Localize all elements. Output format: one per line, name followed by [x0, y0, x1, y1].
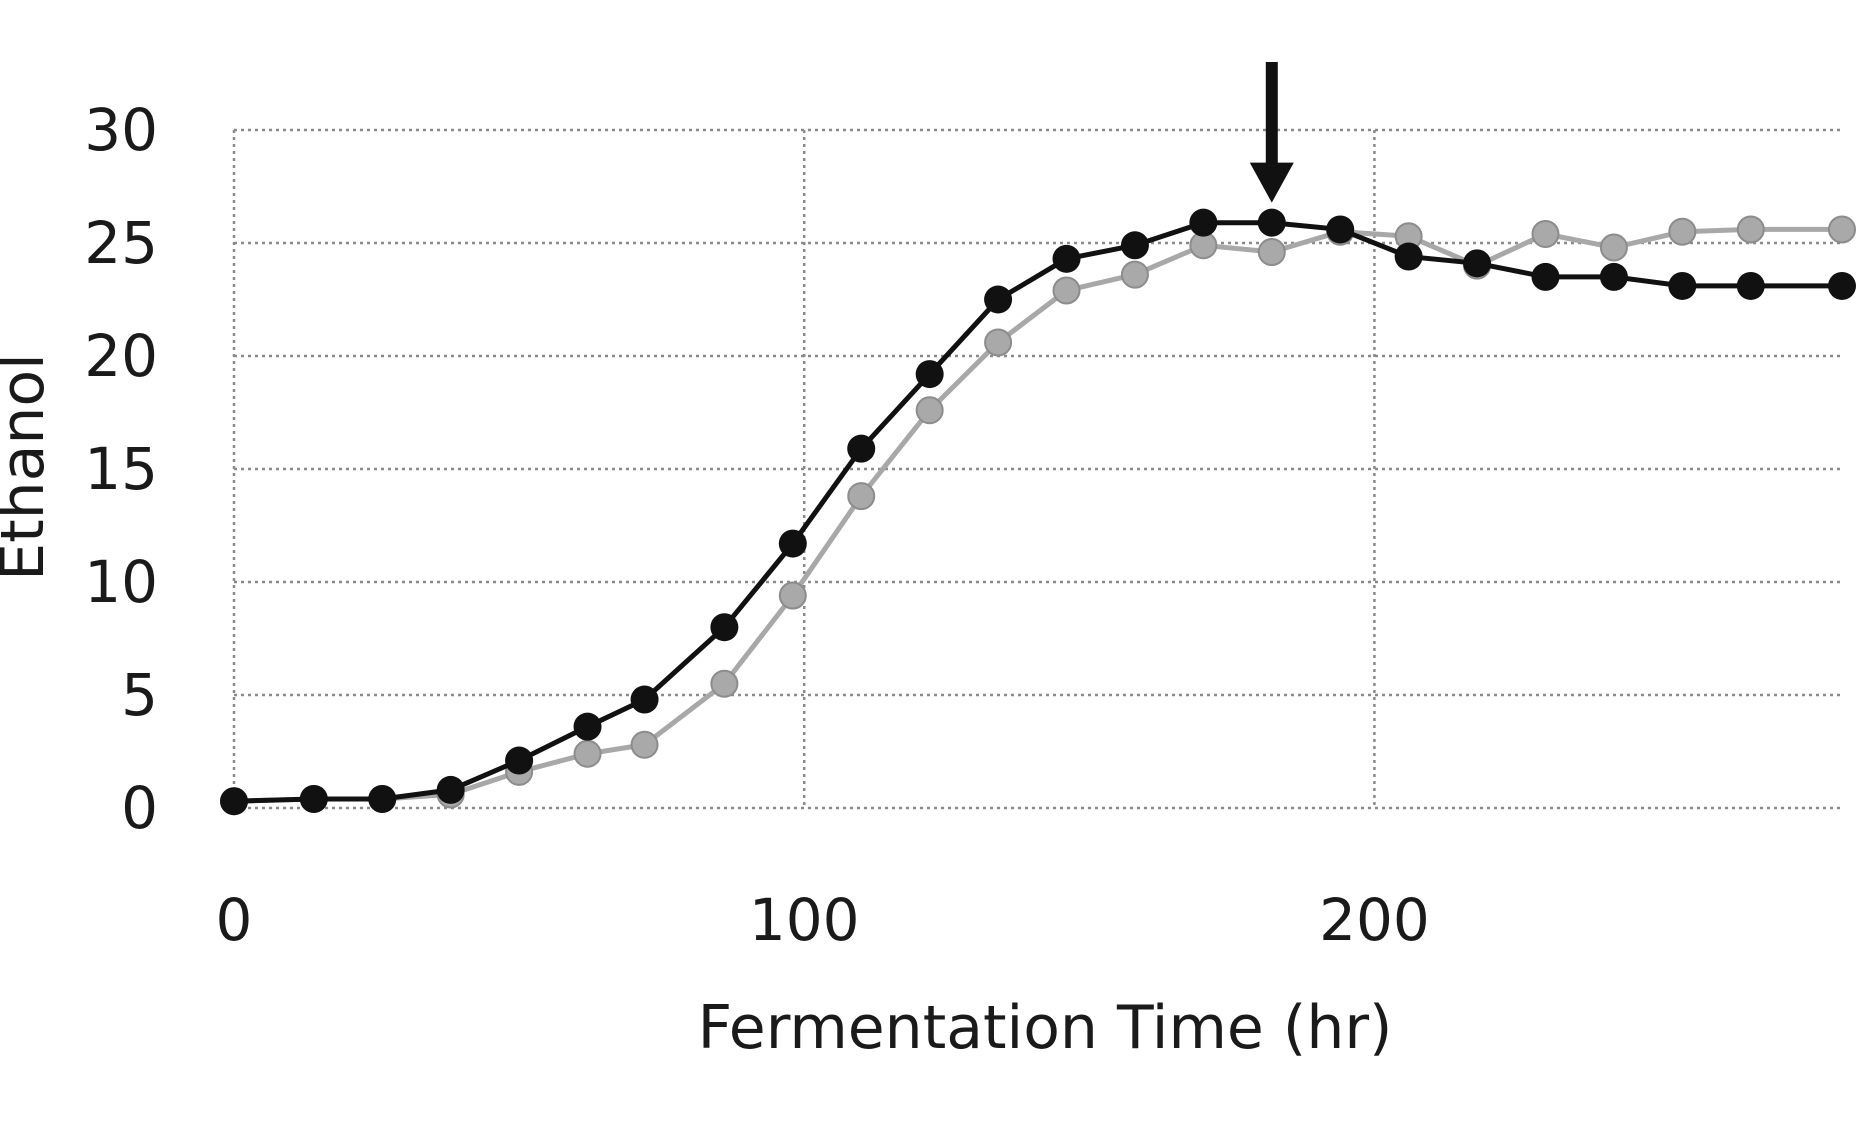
y-tick-label: 20 — [84, 322, 158, 390]
data-point-black — [1052, 244, 1081, 273]
data-point-black — [1394, 242, 1423, 271]
x-tick-labels: 0 100 200 — [216, 886, 1430, 954]
x-axis-label: Fermentation Time (hr) — [698, 993, 1393, 1063]
data-point-black — [847, 434, 876, 463]
data-point-gray — [1257, 238, 1286, 267]
data-point-gray — [630, 730, 659, 759]
data-point-black — [984, 285, 1013, 314]
data-point-black — [1828, 271, 1856, 300]
data-point-gray — [1599, 233, 1628, 262]
data-point-black — [505, 746, 534, 775]
x-tick-label: 0 — [216, 886, 253, 954]
data-point-gray — [1531, 219, 1560, 248]
data-point-black — [573, 712, 602, 741]
data-point-black — [436, 775, 465, 804]
data-point-black — [220, 787, 248, 816]
data-point-gray — [1828, 215, 1856, 244]
y-tick-label: 10 — [84, 548, 158, 616]
data-point-black — [1326, 215, 1355, 244]
data-point-black — [1257, 208, 1286, 237]
data-point-black — [1463, 249, 1492, 278]
data-point-black — [1189, 208, 1218, 237]
data-point-gray — [847, 482, 876, 511]
y-tick-label: 15 — [84, 435, 158, 503]
data-point-black — [1599, 262, 1628, 291]
data-point-black — [1120, 231, 1149, 260]
data-point-black — [1531, 262, 1560, 291]
annotation-arrow-head — [1249, 162, 1294, 203]
annotations — [1249, 62, 1294, 203]
data-point-black — [299, 784, 328, 813]
data-point-black — [915, 360, 944, 389]
grid — [232, 128, 1842, 810]
y-tick-label: 25 — [84, 209, 158, 277]
x-tick-label: 100 — [749, 886, 860, 954]
x-tick-label: 200 — [1319, 886, 1430, 954]
y-tick-label: 30 — [84, 96, 158, 164]
data-point-black — [1668, 271, 1697, 300]
data-point-gray — [915, 396, 944, 425]
data-point-gray — [1736, 215, 1765, 244]
y-tick-label: 0 — [121, 774, 158, 842]
data-point-gray — [1120, 260, 1149, 289]
data-point-black — [368, 784, 397, 813]
data-point-gray — [710, 669, 739, 698]
series-line-gray — [233, 226, 1842, 804]
data-point-gray — [984, 328, 1013, 357]
data-point-black — [630, 685, 659, 714]
data-point-black — [778, 529, 807, 558]
y-axis-label: Ethanol — [0, 353, 58, 581]
series — [220, 208, 1856, 816]
data-point-black — [1736, 271, 1765, 300]
data-point-black — [710, 613, 739, 642]
data-point-gray — [1052, 276, 1081, 305]
data-point-gray — [778, 581, 807, 610]
y-tick-labels: 0 5 10 15 20 25 30 — [84, 96, 158, 842]
series-black — [220, 208, 1856, 816]
y-tick-label: 5 — [121, 661, 158, 729]
data-point-gray — [573, 739, 602, 768]
series-gray — [220, 215, 1856, 816]
data-point-gray — [1668, 217, 1697, 246]
